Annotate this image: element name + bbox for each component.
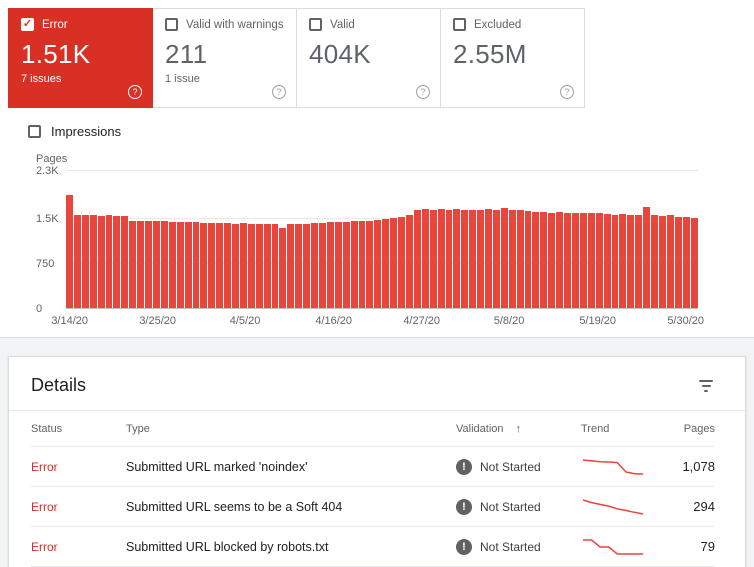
table-row[interactable]: Error Submitted URL seems to be a Soft 4… bbox=[31, 487, 715, 527]
chart-bars[interactable] bbox=[66, 171, 698, 309]
trend-sparkline bbox=[581, 538, 666, 556]
card-label: Valid with warnings bbox=[186, 18, 284, 31]
chart-y-axis-title: Pages bbox=[36, 153, 68, 165]
card-subtext: 7 issues bbox=[21, 73, 62, 85]
filter-icon[interactable] bbox=[697, 378, 715, 394]
row-type: Submitted URL seems to be a Soft 404 bbox=[126, 499, 343, 514]
impressions-label: Impressions bbox=[51, 124, 122, 139]
chart-x-labels: 3/14/20 3/25/20 4/5/20 4/16/20 4/27/20 5/8/20… bbox=[51, 315, 705, 327]
pages-bar-chart: Pages 0 750 1.5K 2.3K 3/14/20 3/25/20 4/5/20 4… bbox=[36, 153, 705, 337]
status-card-error[interactable]: Error 1.51K 7 issues bbox=[8, 8, 153, 108]
error-checkbox[interactable] bbox=[21, 18, 34, 31]
row-type: Submitted URL marked 'noindex' bbox=[126, 459, 308, 474]
column-header-status[interactable]: Status bbox=[31, 422, 63, 435]
row-validation: Not Started bbox=[480, 459, 541, 474]
column-header-type[interactable]: Type bbox=[126, 422, 150, 435]
help-icon[interactable] bbox=[416, 85, 430, 99]
table-row[interactable]: Error Submitted URL blocked by robots.tx… bbox=[31, 527, 715, 567]
valid-warnings-checkbox[interactable] bbox=[165, 18, 178, 31]
help-icon[interactable] bbox=[272, 85, 286, 99]
row-pages: 294 bbox=[693, 499, 715, 514]
table-row[interactable]: Error Submitted URL marked 'noindex' Not… bbox=[31, 447, 715, 487]
card-value: 2.55M bbox=[453, 39, 527, 69]
section-divider bbox=[0, 338, 754, 356]
row-type: Submitted URL blocked by robots.txt bbox=[126, 539, 329, 554]
chart-baseline bbox=[66, 308, 698, 309]
trend-sparkline bbox=[581, 458, 666, 476]
validation-header-label: Validation bbox=[456, 422, 504, 435]
exclamation-icon bbox=[456, 498, 472, 515]
exclamation-icon bbox=[456, 458, 472, 475]
help-icon[interactable] bbox=[128, 85, 142, 99]
status-card-valid[interactable]: Valid 404K bbox=[296, 8, 441, 108]
column-header-trend[interactable]: Trend bbox=[581, 422, 610, 435]
status-card-valid-with-warnings[interactable]: Valid with warnings 211 1 issue bbox=[152, 8, 297, 108]
excluded-checkbox[interactable] bbox=[453, 18, 466, 31]
card-value: 211 bbox=[165, 39, 208, 69]
help-icon[interactable] bbox=[560, 85, 574, 99]
status-card-excluded[interactable]: Excluded 2.55M bbox=[440, 8, 585, 108]
card-value: 404K bbox=[309, 39, 371, 69]
card-label: Error bbox=[42, 18, 68, 31]
chart-plot-area: 0 750 1.5K 2.3K bbox=[36, 165, 698, 315]
exclamation-icon bbox=[456, 538, 472, 555]
impressions-checkbox[interactable] bbox=[28, 125, 41, 138]
details-title: Details bbox=[31, 375, 87, 395]
issues-table: Status Type Validation ↑ Trend Pages Err… bbox=[9, 411, 745, 567]
row-pages: 79 bbox=[700, 539, 715, 554]
column-header-pages[interactable]: Pages bbox=[683, 422, 715, 435]
sort-ascending-icon: ↑ bbox=[515, 422, 522, 435]
card-label: Excluded bbox=[474, 18, 522, 31]
valid-checkbox[interactable] bbox=[309, 18, 322, 31]
row-validation: Not Started bbox=[480, 539, 541, 554]
card-label: Valid bbox=[330, 18, 355, 31]
details-panel: Details Status Type Validation ↑ Trend P… bbox=[8, 356, 746, 567]
row-status: Error bbox=[31, 539, 58, 554]
status-cards: Error 1.51K 7 issues Valid with warnings… bbox=[8, 8, 746, 108]
impressions-toggle[interactable]: Impressions bbox=[28, 124, 746, 139]
column-header-validation[interactable]: Validation ↑ bbox=[456, 423, 581, 435]
coverage-summary-section: Error 1.51K 7 issues Valid with warnings… bbox=[0, 0, 754, 338]
row-pages: 1,078 bbox=[682, 459, 715, 474]
row-validation: Not Started bbox=[480, 499, 541, 514]
card-subtext: 1 issue bbox=[165, 73, 200, 85]
row-status: Error bbox=[31, 499, 58, 514]
row-status: Error bbox=[31, 459, 58, 474]
card-value: 1.51K bbox=[21, 39, 91, 69]
trend-sparkline bbox=[581, 498, 666, 516]
table-header-row: Status Type Validation ↑ Trend Pages bbox=[31, 411, 715, 447]
